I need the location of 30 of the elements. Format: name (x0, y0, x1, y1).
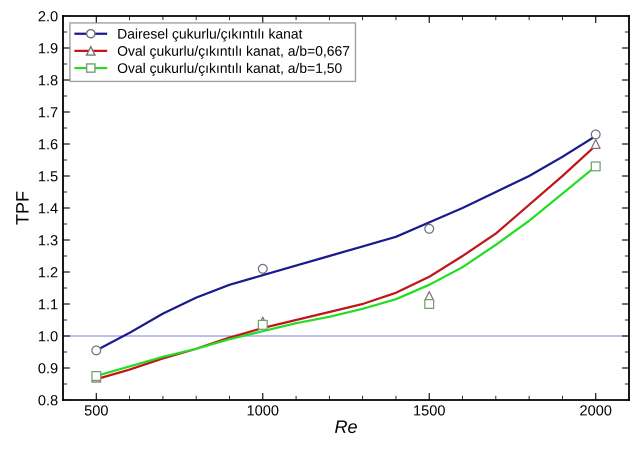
y-tick-label: 1.3 (38, 235, 58, 246)
x-tick-label: 2000 (580, 405, 612, 416)
x-tick-label: 500 (84, 405, 108, 416)
y-axis-title: TPF (16, 192, 29, 225)
point (91, 345, 102, 356)
point (258, 264, 268, 274)
y-tick-label: 1.7 (38, 107, 58, 118)
y-tick-label: 1.2 (38, 267, 58, 278)
y-tick-label: 1.8 (38, 75, 58, 86)
y-tick-label: 0.8 (38, 395, 58, 406)
y-tick-label: 1.1 (38, 299, 58, 310)
x-tick-label: 1500 (414, 405, 445, 416)
y-tick-label: 1.9 (38, 43, 58, 54)
point (258, 320, 268, 330)
x-axis-title: Re (335, 420, 357, 434)
x-tick-label: 1000 (248, 405, 278, 416)
y-tick-label: 1.0 (38, 331, 58, 342)
y-tick-label: 1.4 (38, 203, 58, 214)
y-tick-label: 1.5 (38, 171, 58, 182)
point (590, 129, 601, 140)
legend-label: Oval çukurlu/çıkıntılı kanat, a/b=1,50 (118, 62, 342, 76)
legend-label: Oval çukurlu/çıkıntılı kanat, a/b=0,667 (118, 46, 350, 59)
y-tick-label: 0.9 (38, 363, 58, 374)
point (590, 138, 601, 150)
point (424, 298, 434, 310)
y-tick-label: 2.0 (38, 11, 58, 22)
y-tick-label: 1.6 (38, 139, 58, 150)
point (424, 224, 434, 234)
point (590, 161, 601, 172)
legend-label: Dairesel çukurlu/çıkıntılı kanat (118, 28, 302, 42)
